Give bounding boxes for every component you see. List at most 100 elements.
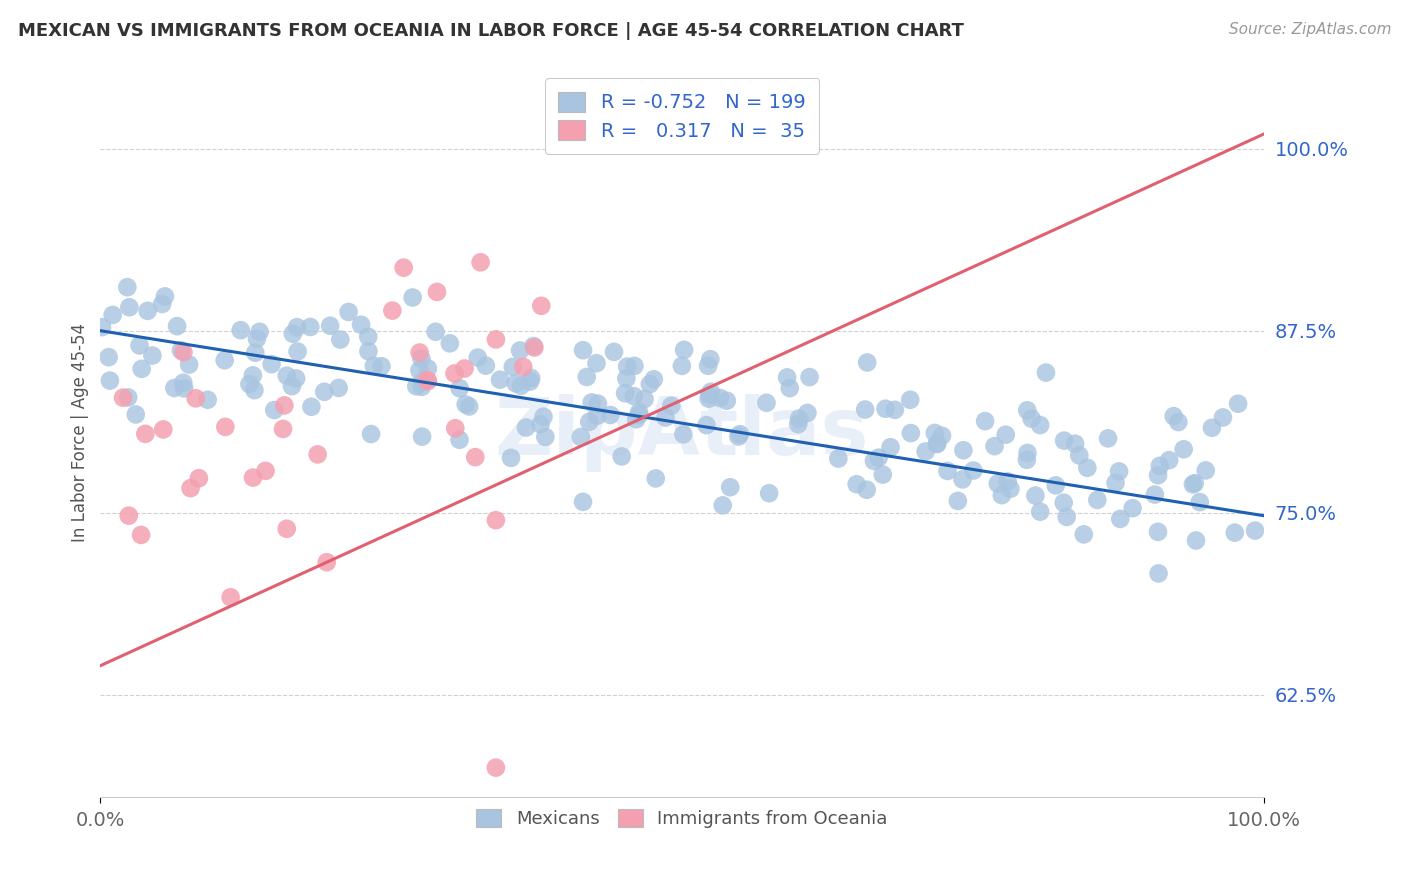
- Point: [219, 591, 242, 605]
- Point: [1147, 524, 1170, 539]
- Point: [112, 391, 135, 405]
- Point: [1212, 410, 1234, 425]
- Point: [281, 379, 304, 393]
- Point: [578, 415, 600, 429]
- Point: [299, 320, 322, 334]
- Point: [1195, 463, 1218, 477]
- Point: [125, 408, 148, 422]
- Point: [924, 425, 946, 440]
- Point: [1173, 442, 1195, 457]
- Point: [1163, 409, 1185, 424]
- Point: [412, 375, 434, 389]
- Point: [572, 495, 595, 509]
- Point: [659, 399, 682, 413]
- Point: [98, 374, 121, 388]
- Point: [411, 430, 433, 444]
- Point: [281, 326, 304, 341]
- Point: [315, 555, 337, 569]
- Point: [673, 343, 696, 357]
- Point: [197, 392, 219, 407]
- Point: [515, 420, 537, 434]
- Point: [1147, 566, 1170, 581]
- Point: [307, 447, 329, 461]
- Point: [136, 304, 159, 318]
- Point: [952, 472, 974, 486]
- Point: [1085, 492, 1108, 507]
- Point: [1017, 403, 1039, 417]
- Point: [776, 370, 799, 384]
- Point: [425, 325, 447, 339]
- Point: [1073, 527, 1095, 541]
- Point: [449, 433, 471, 447]
- Point: [522, 339, 544, 353]
- Point: [994, 427, 1017, 442]
- Point: [654, 410, 676, 425]
- Point: [485, 333, 508, 347]
- Point: [1185, 533, 1208, 548]
- Point: [799, 370, 821, 384]
- Point: [276, 368, 298, 383]
- Point: [242, 470, 264, 484]
- Point: [1097, 431, 1119, 445]
- Point: [872, 467, 894, 482]
- Point: [405, 379, 427, 393]
- Point: [1035, 366, 1057, 380]
- Point: [779, 381, 801, 395]
- Point: [728, 427, 751, 442]
- Point: [299, 400, 322, 414]
- Point: [329, 333, 352, 347]
- Point: [572, 343, 595, 358]
- Point: [1076, 460, 1098, 475]
- Point: [991, 488, 1014, 502]
- Point: [925, 437, 948, 451]
- Point: [263, 403, 285, 417]
- Point: [249, 325, 271, 339]
- Point: [416, 374, 439, 388]
- Text: MEXICAN VS IMMIGRANTS FROM OCEANIA IN LABOR FORCE | AGE 45-54 CORRELATION CHART: MEXICAN VS IMMIGRANTS FROM OCEANIA IN LA…: [18, 22, 965, 40]
- Point: [187, 471, 209, 485]
- Point: [502, 359, 524, 374]
- Point: [285, 320, 308, 334]
- Point: [914, 444, 936, 458]
- Point: [863, 454, 886, 468]
- Point: [898, 392, 921, 407]
- Point: [285, 371, 308, 385]
- Point: [260, 357, 283, 371]
- Point: [614, 371, 637, 385]
- Point: [787, 417, 810, 432]
- Point: [633, 392, 655, 406]
- Point: [585, 356, 607, 370]
- Point: [534, 430, 557, 444]
- Point: [946, 494, 969, 508]
- Point: [505, 376, 527, 391]
- Point: [314, 384, 336, 399]
- Point: [519, 375, 541, 389]
- Point: [520, 371, 543, 385]
- Point: [638, 377, 661, 392]
- Point: [1108, 464, 1130, 478]
- Point: [1244, 524, 1267, 538]
- Point: [883, 402, 905, 417]
- Point: [1143, 487, 1166, 501]
- Y-axis label: In Labor Force | Age 45-54: In Labor Force | Age 45-54: [72, 323, 89, 542]
- Point: [569, 430, 592, 444]
- Point: [755, 396, 778, 410]
- Point: [699, 352, 721, 367]
- Point: [962, 463, 984, 477]
- Point: [1159, 453, 1181, 467]
- Point: [453, 361, 475, 376]
- Point: [1021, 411, 1043, 425]
- Point: [599, 408, 621, 422]
- Point: [1017, 446, 1039, 460]
- Point: [626, 412, 648, 426]
- Point: [370, 359, 392, 374]
- Point: [129, 528, 152, 542]
- Point: [671, 359, 693, 373]
- Point: [328, 381, 350, 395]
- Point: [875, 401, 897, 416]
- Point: [610, 450, 633, 464]
- Point: [245, 345, 267, 359]
- Point: [787, 411, 810, 425]
- Point: [118, 508, 141, 523]
- Point: [117, 280, 139, 294]
